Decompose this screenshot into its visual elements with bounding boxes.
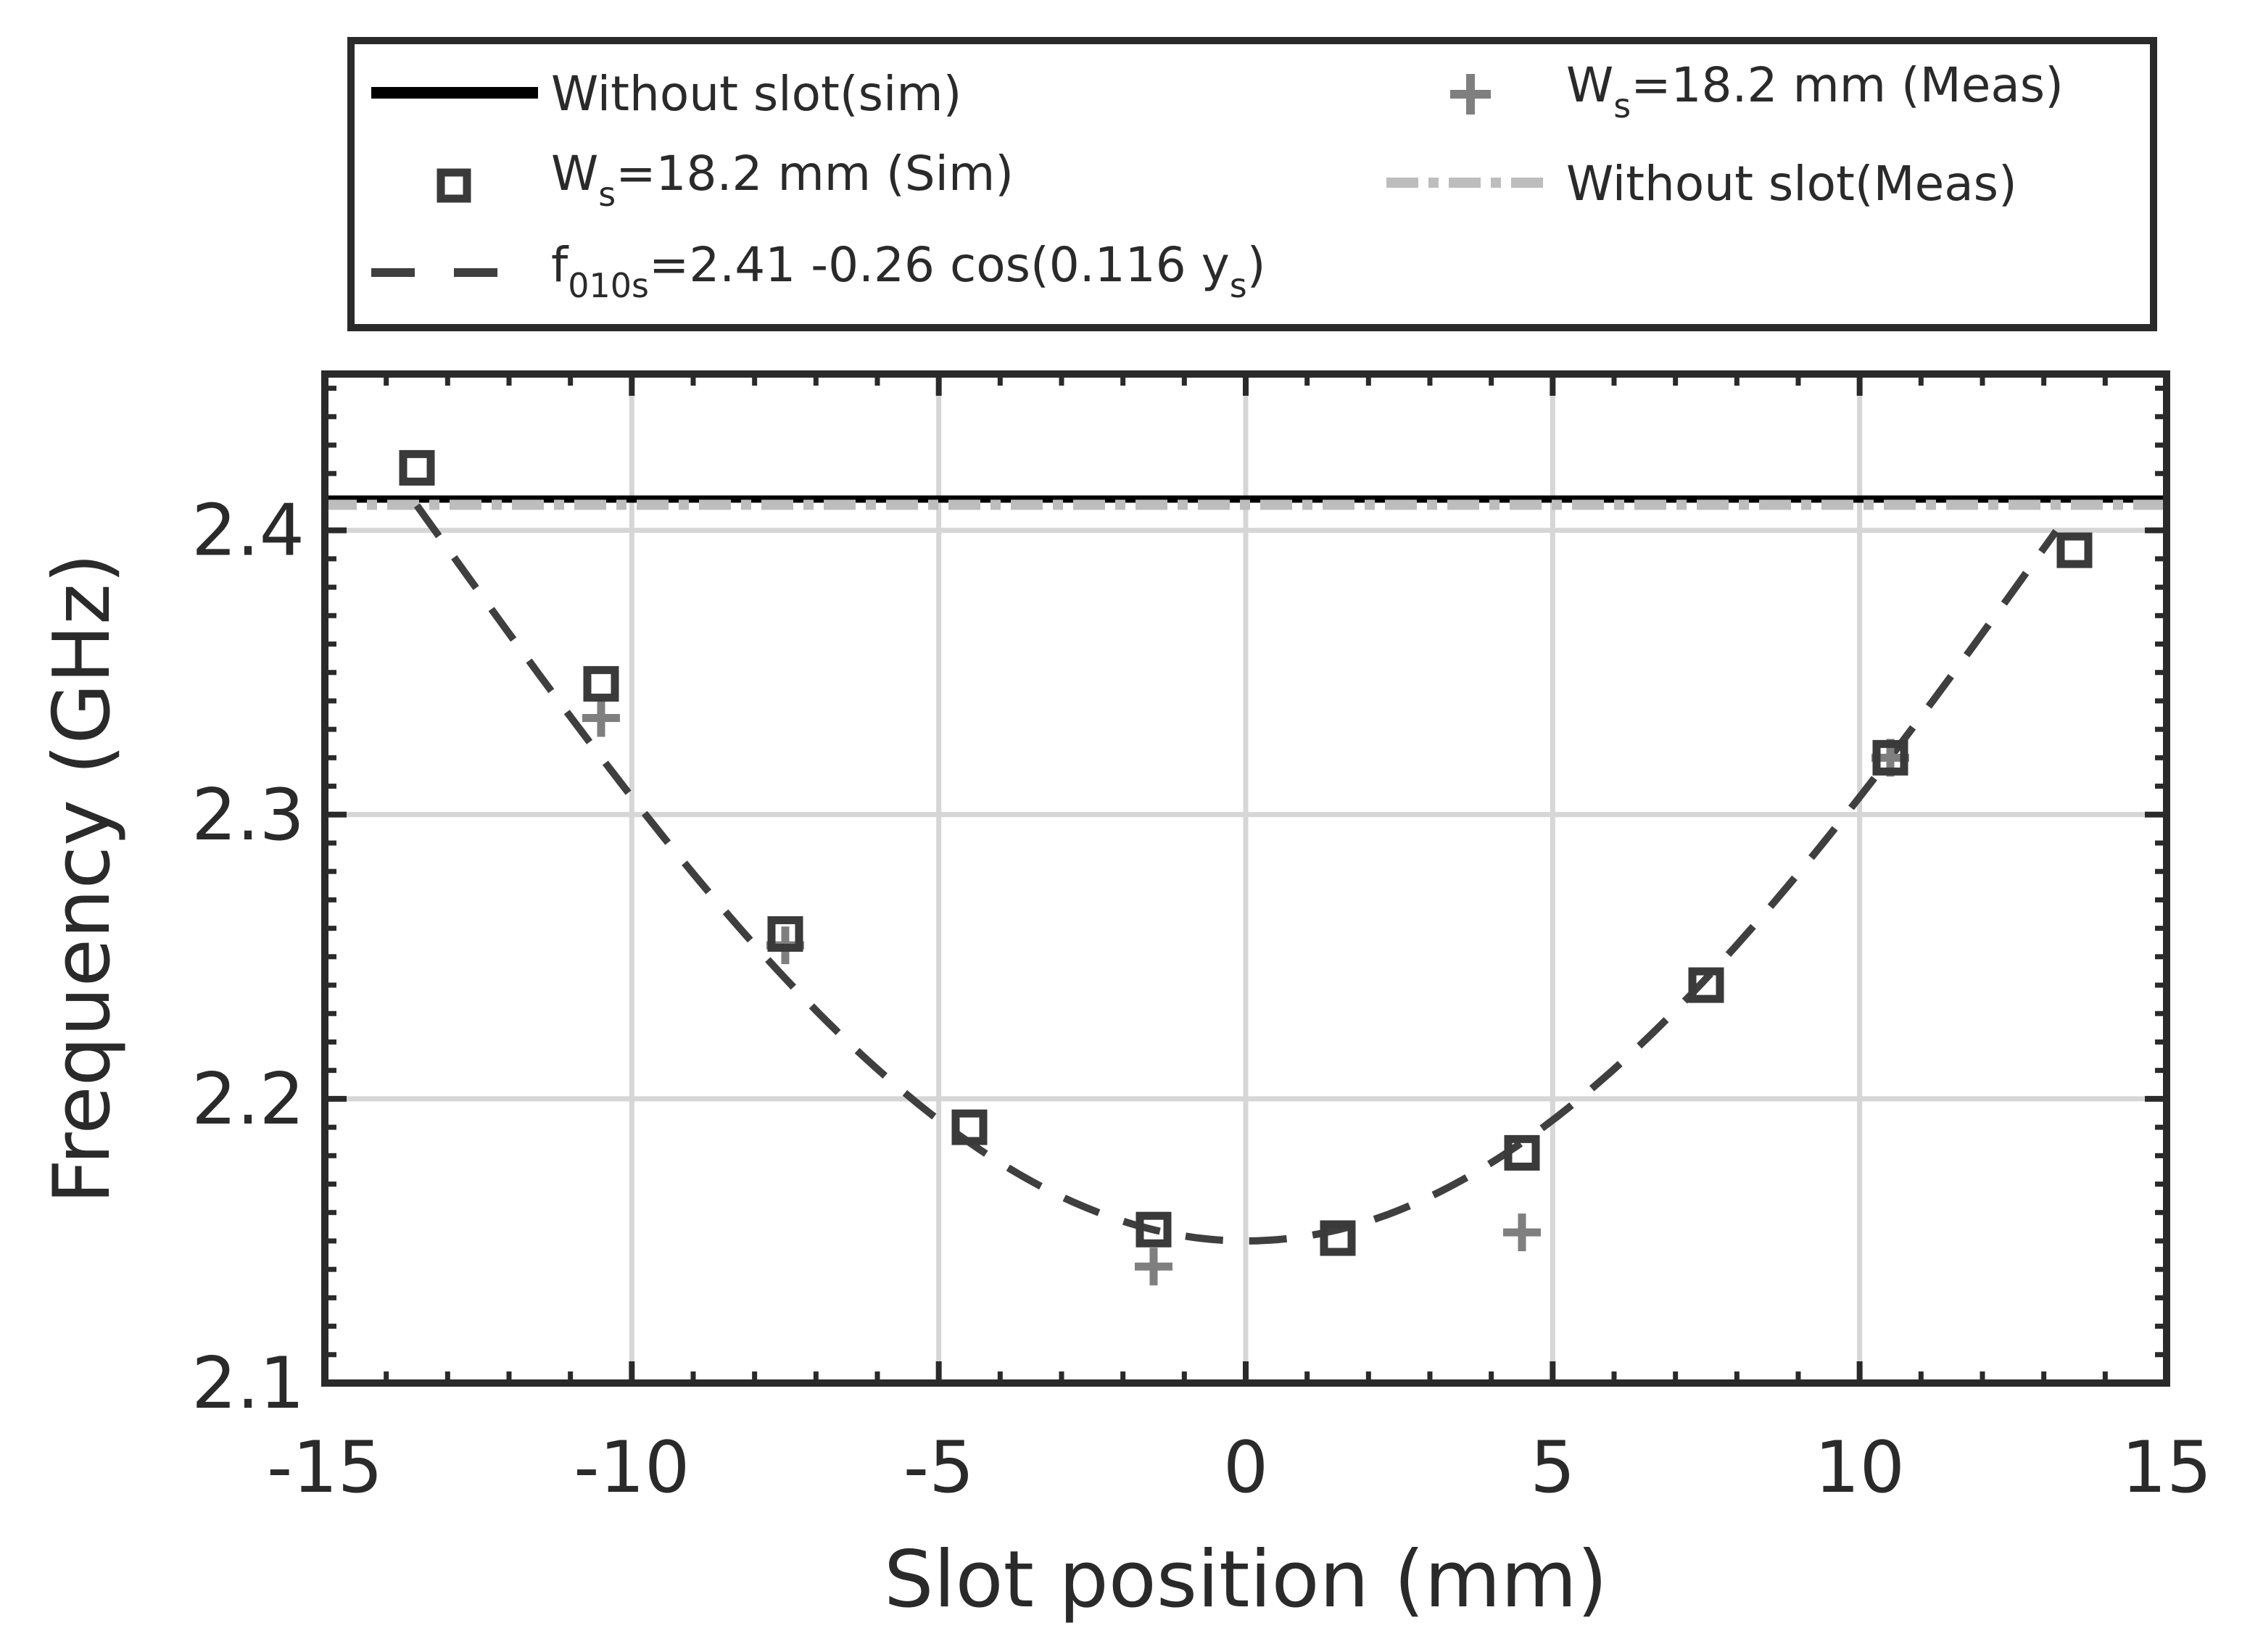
grid — [325, 374, 2167, 1383]
meas-point — [582, 699, 620, 737]
y-tick-labels: 2.1 2.2 2.3 2.4 — [191, 490, 305, 1425]
y-tick-label: 2.1 — [191, 1342, 305, 1425]
sim-point — [583, 665, 619, 702]
reference-lines — [325, 495, 2167, 510]
x-tick-label: 5 — [1530, 1427, 1575, 1509]
x-tick-label: -15 — [267, 1427, 383, 1509]
x-tick-label: 15 — [2122, 1427, 2212, 1509]
legend-label-sim: Ws=18.2 mm (Sim) — [551, 146, 1014, 214]
legend-label-fit: f010s=2.41 -0.26 cos(0.116 ys) — [551, 237, 1266, 305]
y-tick-label: 2.4 — [191, 490, 305, 573]
legend-swatch-meas-plus — [1450, 74, 1491, 115]
x-tick-label: 0 — [1223, 1427, 1268, 1509]
sim-point — [2056, 532, 2093, 568]
meas-point — [1503, 1213, 1541, 1252]
sim-point — [767, 916, 803, 952]
legend-label-without-slot-meas: Without slot(Meas) — [1566, 156, 2017, 212]
sim-point — [1872, 739, 1908, 776]
sim-point — [1504, 1134, 1540, 1171]
sim-point — [399, 449, 435, 486]
sim-point — [1136, 1211, 1172, 1248]
sim-markers — [399, 449, 2093, 1256]
fit-curve-line — [413, 503, 2059, 1245]
x-tick-label: -5 — [903, 1427, 975, 1509]
fit-curve — [413, 503, 2059, 1245]
legend-label-meas: Ws=18.2 mm (Meas) — [1566, 57, 2064, 125]
x-tick-label: 10 — [1814, 1427, 1905, 1509]
sim-point — [1320, 1220, 1356, 1256]
sim-point — [1688, 967, 1724, 1003]
y-axis-title: Frequency (GHz) — [37, 553, 128, 1204]
legend-swatch-sim-square — [437, 168, 471, 203]
meas-point — [1135, 1248, 1172, 1286]
plot-area: -15 -10 -5 0 5 10 15 2.1 2.2 2.3 2.4 — [191, 370, 2212, 1509]
x-tick-labels: -15 -10 -5 0 5 10 15 — [267, 1427, 2212, 1509]
legend: Without slot(sim) Ws=18.2 mm (Sim) f010s… — [347, 37, 2157, 331]
legend-label-without-slot-sim: Without slot(sim) — [551, 66, 961, 122]
x-axis-title: Slot position (mm) — [884, 1535, 1608, 1625]
y-tick-label: 2.3 — [191, 774, 305, 857]
plot-frame — [321, 370, 2170, 1387]
x-tick-label: -10 — [574, 1427, 690, 1509]
y-tick-label: 2.2 — [191, 1058, 305, 1141]
sim-point — [951, 1109, 988, 1145]
legend-frame — [347, 37, 2157, 331]
